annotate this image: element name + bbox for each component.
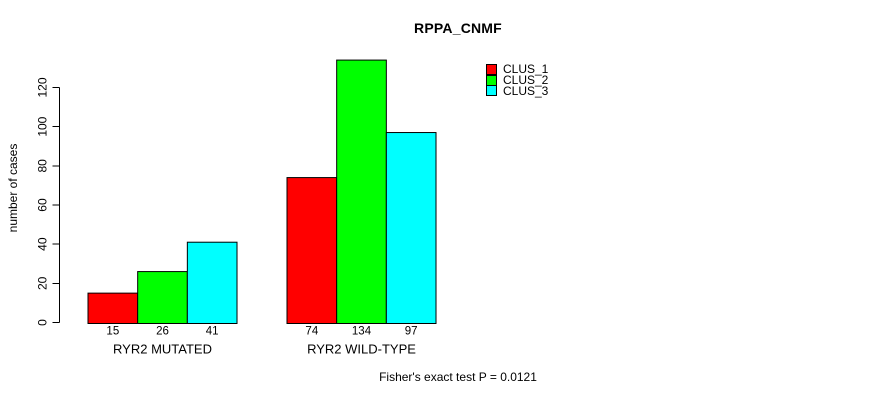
- bar-value-label: 15: [106, 326, 119, 338]
- chart-legend: CLUS_1 CLUS_2 CLUS_3: [486, 62, 549, 98]
- bar-clus_1-2: [286, 177, 338, 324]
- group-label: RYR2 MUTATED: [113, 342, 212, 357]
- bar-value-label: 41: [206, 326, 219, 338]
- y-tick-label: 60: [36, 198, 50, 212]
- legend-swatch-cyan: [486, 85, 497, 97]
- legend-swatch-red: [486, 63, 497, 75]
- y-tick-label: 40: [36, 237, 50, 251]
- y-tick-label: 120: [36, 77, 50, 97]
- legend-label: CLUS_1: [503, 62, 549, 77]
- bar-clus_1-1: [87, 292, 139, 324]
- chart-title: RPPA_CNMF: [414, 20, 502, 36]
- bar-clus_2-1: [137, 271, 188, 325]
- y-tick-label: 80: [36, 159, 50, 173]
- y-tick-label: 100: [36, 116, 50, 136]
- bar-clus_3-2: [385, 132, 437, 324]
- bar-value-label: 74: [305, 326, 318, 338]
- bar-value-label: 134: [352, 326, 372, 338]
- legend-swatch-green: [486, 74, 497, 86]
- fisher-test-annotation: Fisher's exact test P = 0.0121: [379, 370, 537, 384]
- bar-value-label: 97: [405, 326, 418, 338]
- y-tick-label: 0: [36, 319, 50, 326]
- legend-item: CLUS_3: [486, 83, 549, 98]
- bar-clus_3-1: [186, 241, 238, 324]
- y-axis-title: number of cases: [6, 144, 20, 233]
- legend-item: CLUS_1: [486, 62, 549, 77]
- bar-value-label: 26: [156, 326, 169, 338]
- group-label: RYR2 WILD-TYPE: [307, 342, 416, 357]
- y-tick-label: 20: [36, 276, 50, 290]
- legend-label: CLUS_2: [503, 73, 549, 88]
- legend-item: CLUS_2: [486, 73, 549, 88]
- bar-clus_2-2: [336, 59, 387, 324]
- legend-label: CLUS_3: [503, 83, 549, 98]
